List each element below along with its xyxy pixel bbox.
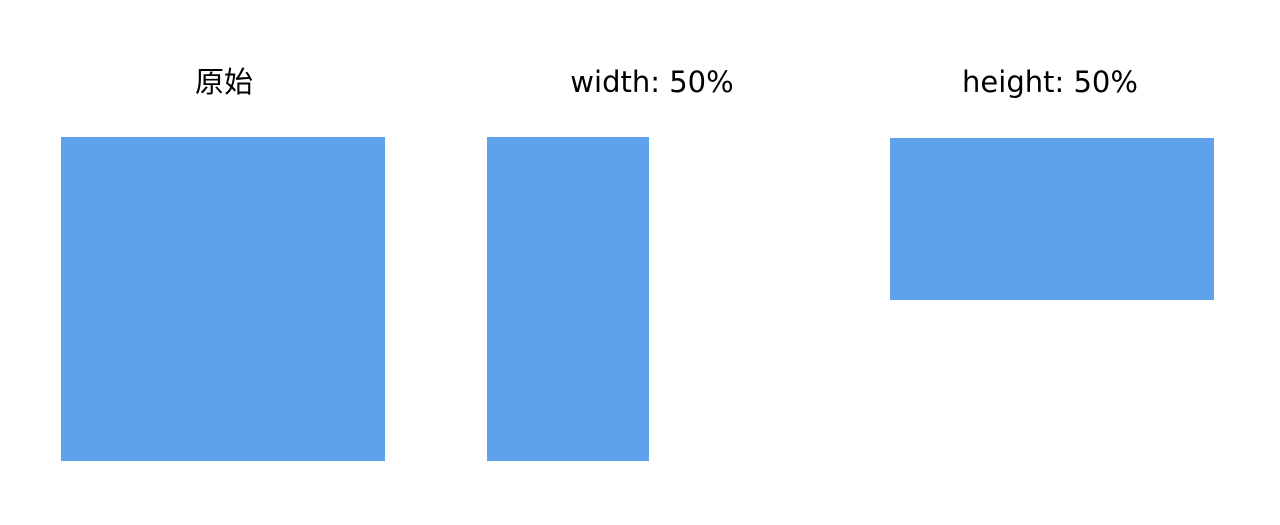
rectangle-height-50 bbox=[890, 138, 1214, 300]
rectangle-original bbox=[61, 137, 385, 461]
panel-title-height-50: height: 50% bbox=[962, 65, 1138, 99]
rectangle-width-50 bbox=[487, 137, 649, 461]
panel-title-width-50: width: 50% bbox=[570, 65, 734, 99]
panel-title-original: 原始 bbox=[194, 65, 253, 99]
